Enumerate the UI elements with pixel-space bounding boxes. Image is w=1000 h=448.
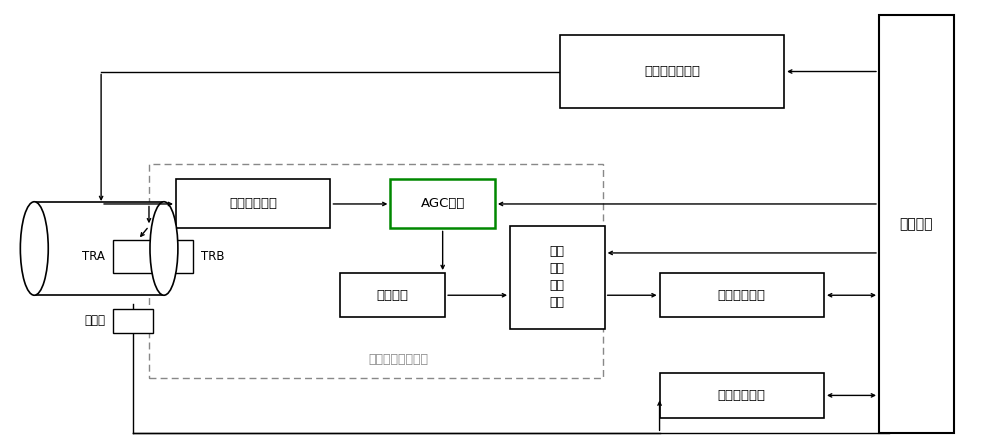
Text: AGC电路: AGC电路 — [420, 198, 465, 211]
Bar — [113, 309, 153, 333]
Text: 时间测量模块: 时间测量模块 — [718, 289, 766, 302]
Bar — [34, 202, 164, 295]
Bar — [560, 35, 784, 108]
Bar — [660, 373, 824, 418]
Text: 信号调理电路: 信号调理电路 — [229, 198, 277, 211]
Bar — [149, 164, 603, 378]
Bar — [153, 240, 193, 273]
Bar — [113, 240, 153, 273]
Text: 超声波发射模块: 超声波发射模块 — [644, 65, 700, 78]
Text: TRB: TRB — [201, 250, 224, 263]
Bar — [390, 180, 495, 228]
Text: 处理模块: 处理模块 — [900, 217, 933, 231]
Bar — [660, 273, 824, 318]
Ellipse shape — [20, 202, 48, 295]
Text: 铂电阻: 铂电阻 — [84, 314, 105, 327]
Bar — [176, 180, 330, 228]
Ellipse shape — [150, 202, 178, 295]
Text: 超声回波处理模块: 超声回波处理模块 — [368, 353, 428, 366]
Text: TRA: TRA — [82, 250, 105, 263]
Text: 温度测量模块: 温度测量模块 — [718, 389, 766, 402]
Bar — [879, 15, 954, 433]
Text: 测量
通道
选择
电路: 测量 通道 选择 电路 — [550, 246, 565, 310]
Bar — [510, 226, 605, 329]
Bar — [340, 273, 445, 318]
Text: 比较电路: 比较电路 — [377, 289, 409, 302]
